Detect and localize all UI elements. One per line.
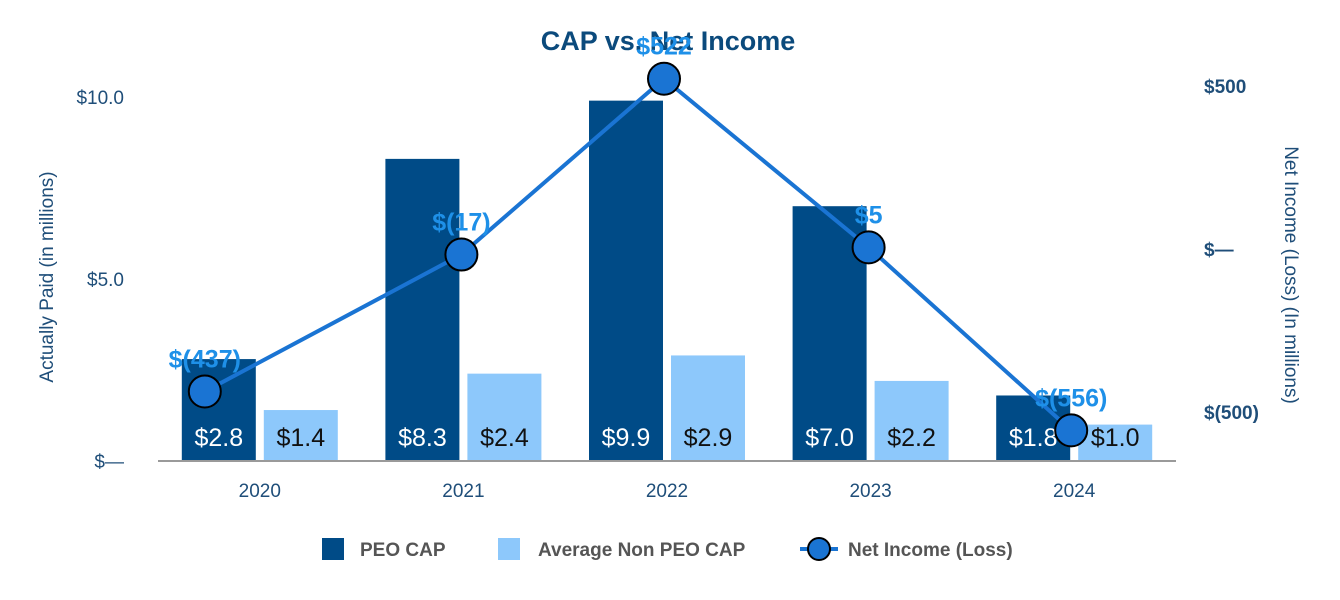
legend-swatch-non-peo-cap xyxy=(498,538,520,560)
right-tick-label-1: $— xyxy=(1204,240,1234,261)
bar-label-non-peo-cap-2024: $1.0 xyxy=(1091,424,1140,452)
bar-non-peo-cap-2024 xyxy=(1078,424,1153,461)
net-income-label-2022: $522 xyxy=(636,33,692,61)
bar-non-peo-cap-2023 xyxy=(874,380,949,461)
x-tick-label-2020: 2020 xyxy=(239,481,281,502)
bar-peo-cap-2020 xyxy=(181,359,256,461)
left-axis-title: Actually Paid (in millions) xyxy=(37,171,58,382)
bar-label-peo-cap-2023: $7.0 xyxy=(805,424,854,452)
chart-title: CAP vs. Net Income xyxy=(541,26,796,56)
bar-label-peo-cap-2021: $8.3 xyxy=(398,424,447,452)
bar-peo-cap-2021 xyxy=(385,158,460,461)
bar-label-non-peo-cap-2021: $2.4 xyxy=(480,424,529,452)
net-income-label-2023: $5 xyxy=(855,201,883,229)
legend-label-net-income: Net Income (Loss) xyxy=(848,540,1013,561)
legend-label-non-peo-cap: Average Non PEO CAP xyxy=(538,540,746,561)
right-tick-label-2: $(500) xyxy=(1204,403,1259,424)
net-income-marker-2020 xyxy=(187,374,222,409)
bar-label-peo-cap-2022: $9.9 xyxy=(602,424,651,452)
net-income-marker-2022 xyxy=(647,61,681,96)
legend-marker-net-income xyxy=(807,537,831,561)
left-tick-label-0: $— xyxy=(94,452,124,473)
left-tick-label-2: $10.0 xyxy=(76,88,124,109)
legend-label-peo-cap: PEO CAP xyxy=(360,540,446,561)
legend-swatch-peo-cap xyxy=(322,538,344,560)
x-tick-label-2021: 2021 xyxy=(442,481,484,502)
bar-label-non-peo-cap-2023: $2.2 xyxy=(887,424,936,452)
x-tick-label-2023: 2023 xyxy=(849,481,891,502)
bar-peo-cap-2022 xyxy=(589,100,663,461)
net-income-label-2021: $(17) xyxy=(432,209,490,237)
bar-non-peo-cap-2020 xyxy=(263,410,338,461)
bar-label-non-peo-cap-2020: $1.4 xyxy=(276,424,325,452)
net-income-label-2020: $(437) xyxy=(169,346,241,374)
bar-non-peo-cap-2021 xyxy=(467,373,542,461)
x-tick-label-2024: 2024 xyxy=(1053,481,1096,502)
left-tick-label-1: $5.0 xyxy=(87,270,124,291)
bar-label-non-peo-cap-2022: $2.9 xyxy=(684,424,733,452)
net-income-marker-2021 xyxy=(444,237,479,272)
bar-label-peo-cap-2020: $2.8 xyxy=(194,424,243,452)
bar-label-peo-cap-2024: $1.8 xyxy=(1009,424,1058,452)
net-income-marker-2024 xyxy=(1054,413,1089,448)
right-tick-label-0: $500 xyxy=(1204,77,1246,98)
net-income-marker-2023 xyxy=(851,230,886,265)
net-income-label-2024: $(556) xyxy=(1035,384,1107,412)
bar-non-peo-cap-2022 xyxy=(671,355,745,461)
x-tick-label-2022: 2022 xyxy=(646,481,688,502)
legend: PEO CAP Average Non PEO CAP Net Income (… xyxy=(322,537,1013,561)
right-axis-title: Net Income (Loss) (In millions) xyxy=(1280,146,1301,404)
